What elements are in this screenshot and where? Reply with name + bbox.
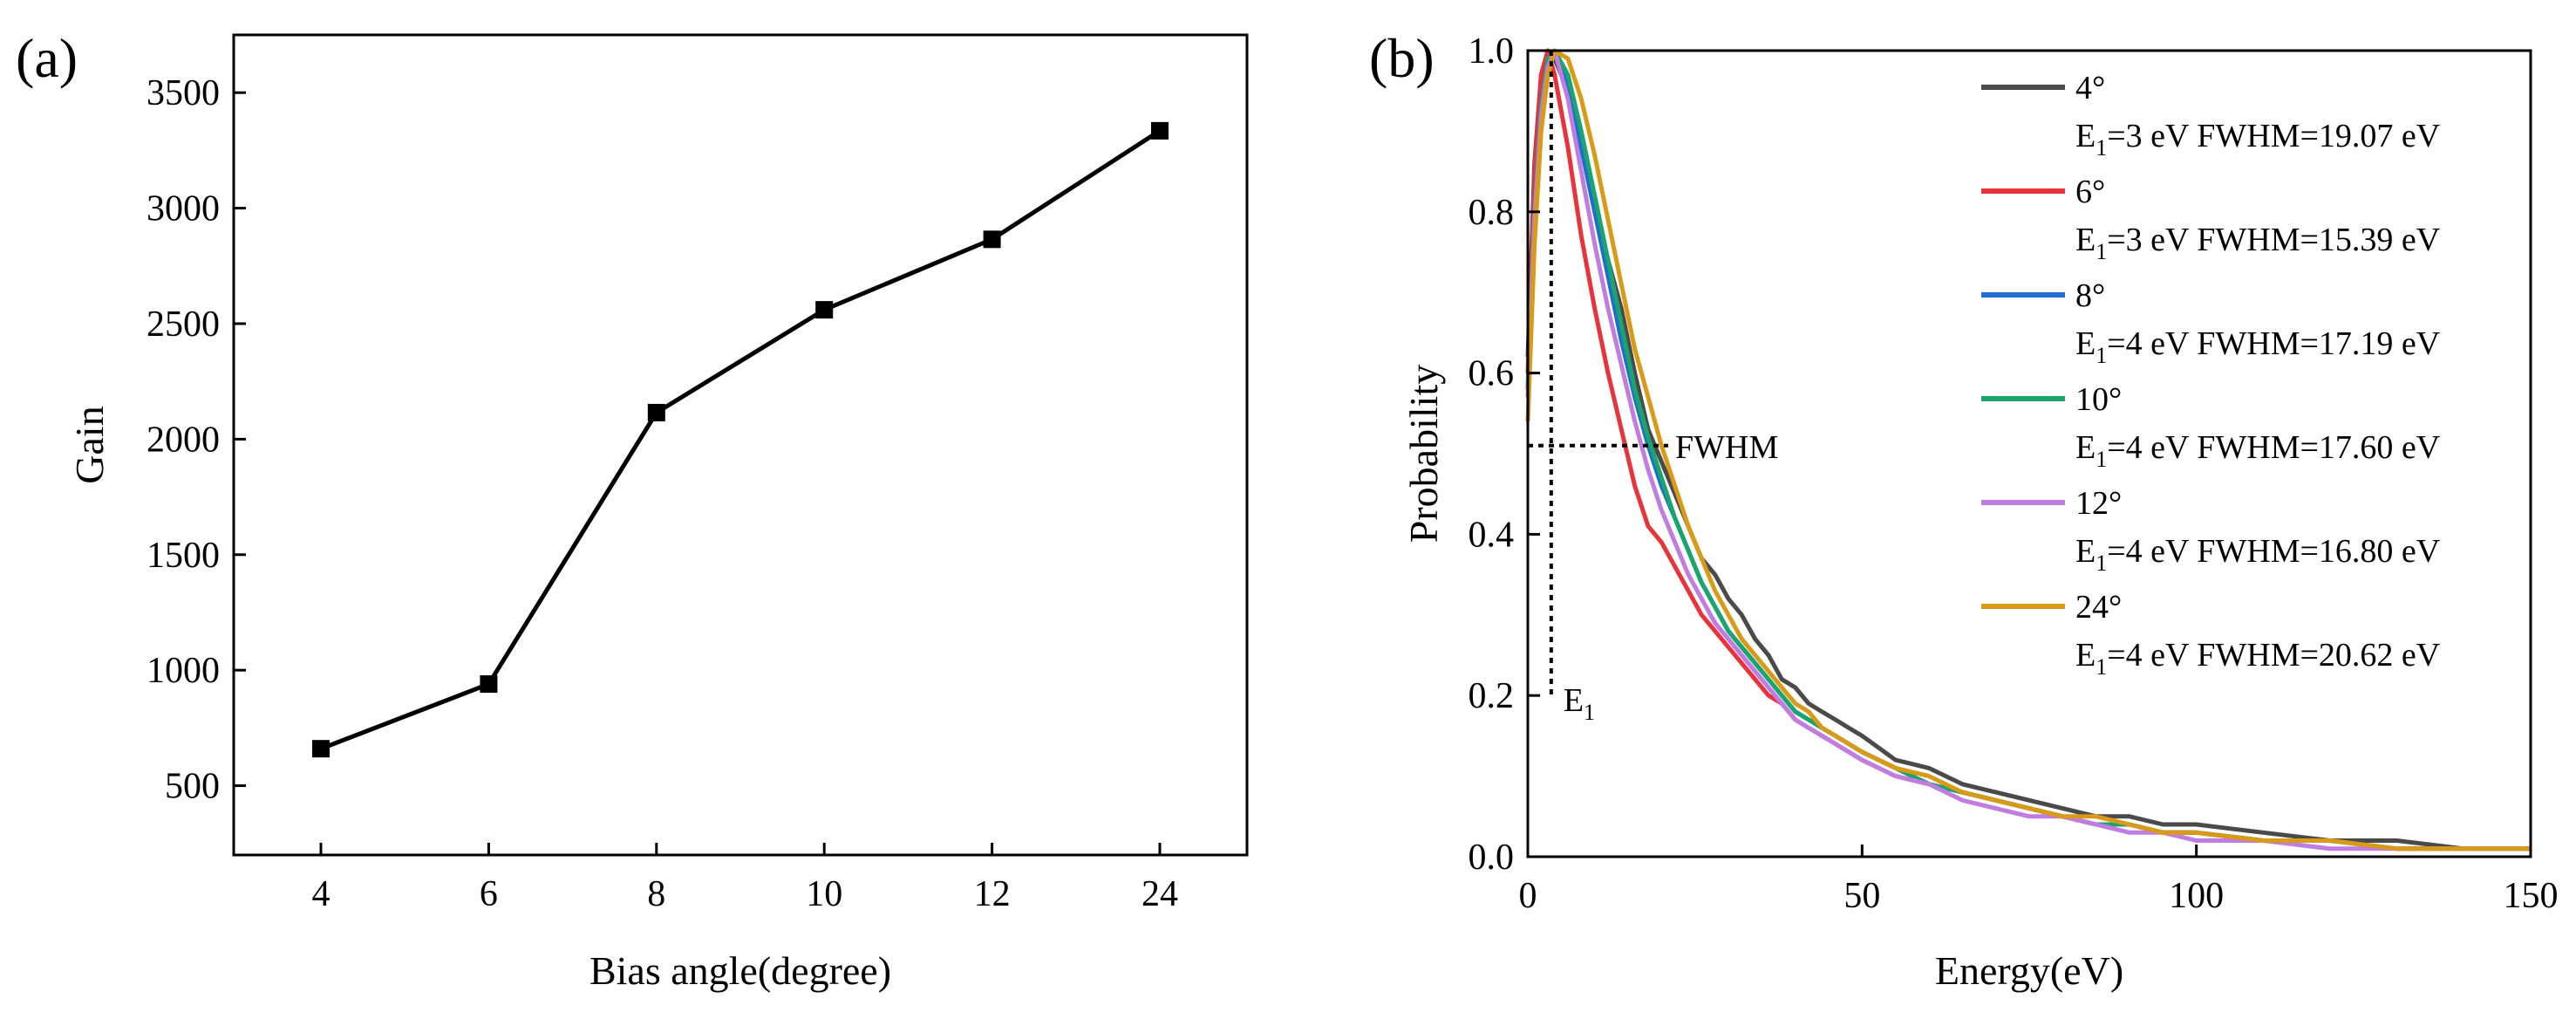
data-point-marker	[1151, 121, 1169, 140]
panel-a-tag: (a)	[16, 27, 78, 89]
legend-series-name: 10°	[2075, 381, 2122, 418]
legend-detail-rest: =4 eV FWHM=17.60 eV	[2107, 429, 2441, 466]
fwhm-annotation: FWHM	[1675, 429, 1778, 466]
y-tick-label: 500	[165, 767, 220, 807]
legend-series-name: 24°	[2075, 589, 2122, 626]
panel-b-series-lines	[1525, 48, 2531, 851]
legend-detail-main: E	[2075, 429, 2096, 466]
legend-detail-subscript: 1	[2096, 551, 2107, 576]
legend-series-name: 4°	[2075, 70, 2105, 106]
data-point-marker	[983, 230, 1001, 249]
legend-series-detail: E1=4 eV FWHM=17.19 eV	[2075, 325, 2441, 368]
x-tick-label: 6	[480, 874, 498, 914]
legend-series-detail: E1=3 eV FWHM=15.39 eV	[2075, 222, 2441, 264]
legend-series-detail: E1=3 eV FWHM=19.07 eV	[2075, 118, 2441, 161]
panel-a-markers	[312, 121, 1169, 758]
e1-annotation: E1	[1564, 682, 1595, 725]
legend-detail-subscript: 1	[2096, 447, 2107, 472]
panel-b-plot-frame	[1526, 49, 2532, 858]
y-tick-label: 0.8	[1469, 193, 1515, 233]
legend-detail-main: E	[2075, 637, 2096, 674]
legend-detail-main: E	[2075, 325, 2096, 362]
x-tick-label: 24	[1141, 874, 1178, 914]
panel-a: (a) 500 1000 1500 2000 2500 3000 3500 4 6 8 10 12 2…	[16, 27, 1249, 993]
panel-b-y-ticks: 0.0 0.2 0.4 0.6 0.8 1.0	[1469, 31, 1540, 878]
y-tick-label: 1500	[147, 536, 220, 576]
panel-a-y-axis-label: Gain	[67, 406, 112, 483]
panel-b-x-axis-label: Energy(eV)	[1935, 948, 2123, 993]
legend-detail-subscript: 1	[2096, 343, 2107, 368]
legend-detail-subscript: 1	[2096, 239, 2107, 264]
y-tick-label: 0.4	[1469, 515, 1515, 555]
y-tick-label: 2500	[147, 304, 220, 345]
x-tick-label: 4	[312, 874, 331, 914]
x-tick-label: 0	[1519, 876, 1537, 916]
y-tick-label: 3500	[147, 73, 220, 113]
panel-b-legend: 4°E1=3 eV FWHM=19.07 eV6°E1=3 eV FWHM=15…	[1981, 70, 2441, 680]
data-point-marker	[480, 675, 498, 694]
panel-a-y-ticks: 500 1000 1500 2000 2500 3000 3500	[147, 73, 246, 807]
legend-detail-main: E	[2075, 533, 2096, 570]
x-tick-label: 8	[647, 874, 665, 914]
panel-a-x-ticks: 4 6 8 10 12 24	[312, 843, 1178, 914]
x-tick-label: 50	[1843, 876, 1880, 916]
y-tick-label: 0.2	[1469, 676, 1515, 716]
data-point-marker	[815, 301, 834, 319]
x-tick-label: 150	[2504, 876, 2559, 916]
legend-detail-rest: =4 eV FWHM=16.80 eV	[2107, 533, 2441, 570]
x-tick-label: 12	[974, 874, 1011, 914]
legend-detail-rest: =4 eV FWHM=20.62 eV	[2107, 637, 2441, 674]
legend-series-detail: E1=4 eV FWHM=16.80 eV	[2075, 533, 2441, 576]
panel-b-annotations: FWHM E1	[1528, 51, 1778, 725]
y-tick-label: 3000	[147, 189, 220, 229]
legend-detail-rest: =3 eV FWHM=15.39 eV	[2107, 222, 2441, 258]
legend-detail-main: E	[2075, 222, 2096, 258]
series-line	[1525, 48, 2531, 851]
legend-series-name: 8°	[2075, 277, 2105, 314]
data-point-marker	[647, 403, 665, 421]
legend-series-name: 6°	[2075, 174, 2105, 210]
panel-b-y-axis-label: Probability	[1401, 365, 1446, 543]
panel-a-x-axis-label: Bias angle(degree)	[589, 948, 891, 993]
legend-detail-rest: =3 eV FWHM=19.07 eV	[2107, 118, 2441, 154]
legend-detail-rest: =4 eV FWHM=17.19 eV	[2107, 325, 2441, 362]
x-tick-label: 100	[2169, 876, 2224, 916]
y-tick-label: 1000	[147, 651, 220, 691]
panel-a-series-line	[320, 128, 1162, 751]
panel-b-tag: (b)	[1369, 27, 1435, 89]
y-tick-label: 1.0	[1469, 31, 1515, 72]
series-line	[1525, 48, 2531, 851]
legend-detail-main: E	[2075, 118, 2096, 154]
e1-annotation-subscript: 1	[1584, 700, 1595, 725]
x-tick-label: 10	[806, 874, 842, 914]
legend-series-name: 12°	[2075, 485, 2122, 522]
panel-b-x-ticks: 0 50 100 150	[1519, 845, 2559, 916]
legend-detail-subscript: 1	[2096, 135, 2107, 161]
y-tick-label: 0.0	[1469, 838, 1515, 878]
legend-series-detail: E1=4 eV FWHM=20.62 eV	[2075, 637, 2441, 680]
data-point-marker	[312, 740, 330, 758]
legend-series-detail: E1=4 eV FWHM=17.60 eV	[2075, 429, 2441, 472]
y-tick-label: 2000	[147, 420, 220, 460]
legend-detail-subscript: 1	[2096, 654, 2107, 680]
y-tick-label: 0.6	[1469, 354, 1515, 394]
panel-a-plot-frame	[232, 33, 1249, 857]
